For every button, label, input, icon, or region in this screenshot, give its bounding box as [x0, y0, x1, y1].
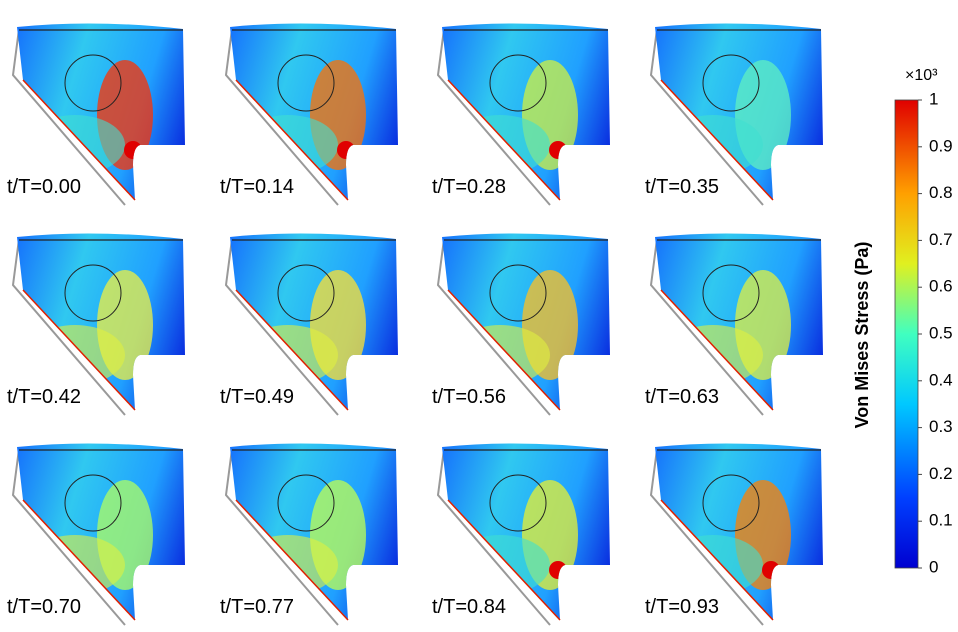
- colorbar-title: Von Mises Stress (Pa): [852, 242, 872, 429]
- panel-label: t/T=0.28: [432, 176, 506, 198]
- panel-label: t/T=0.42: [7, 386, 81, 408]
- field-peak: [124, 141, 142, 159]
- tick-label: 1: [929, 89, 938, 108]
- panel: t/T=0.70: [5, 435, 205, 632]
- field-peak: [549, 141, 567, 159]
- tick-label: 0.3: [929, 417, 953, 436]
- panel: t/T=0.49: [218, 225, 418, 425]
- field-peak: [549, 561, 567, 579]
- tick-label: 0.9: [929, 136, 953, 155]
- field-lower: [25, 535, 125, 595]
- tick-label: 0.7: [929, 230, 953, 249]
- panel: t/T=0.00: [5, 15, 205, 215]
- panel-label: t/T=0.56: [432, 386, 506, 408]
- panel-label: t/T=0.14: [220, 176, 294, 198]
- panel: t/T=0.56: [430, 225, 630, 425]
- panel: t/T=0.77: [218, 435, 418, 632]
- field-peak: [337, 141, 355, 159]
- field-lower: [238, 325, 338, 385]
- tick-label: 0.1: [929, 511, 953, 530]
- panel-label: t/T=0.77: [220, 596, 294, 618]
- tick-label: 0.2: [929, 464, 953, 483]
- tick-label: 0.4: [929, 370, 953, 389]
- tick-label: 0: [929, 557, 938, 576]
- panel: t/T=0.35: [643, 15, 843, 215]
- field-lower: [663, 535, 763, 595]
- tick-label: 0.6: [929, 277, 953, 296]
- field-lower: [663, 115, 763, 175]
- panel-label: t/T=0.49: [220, 386, 294, 408]
- field-peak: [762, 561, 780, 579]
- field-lower: [450, 115, 550, 175]
- field-lower: [450, 535, 550, 595]
- colorbar: [895, 100, 918, 568]
- field-lower: [450, 325, 550, 385]
- panel-label: t/T=0.84: [432, 596, 506, 618]
- panel: t/T=0.28: [430, 15, 630, 215]
- field-lower: [663, 325, 763, 385]
- panel: t/T=0.93: [643, 435, 843, 632]
- field-lower: [25, 115, 125, 175]
- panel: t/T=0.14: [218, 15, 418, 215]
- panel-label: t/T=0.70: [7, 596, 81, 618]
- field-lower: [25, 325, 125, 385]
- panel-label: t/T=0.63: [645, 386, 719, 408]
- tick-label: 0.5: [929, 323, 953, 342]
- field-lower: [238, 115, 338, 175]
- panel-label: t/T=0.93: [645, 596, 719, 618]
- figure: Von Mises Stress (Pa) ×10³ t/T=0.00 t/T=0…: [0, 0, 958, 632]
- field-lower: [238, 535, 338, 595]
- tick-label: 0.8: [929, 183, 953, 202]
- panel: t/T=0.84: [430, 435, 630, 632]
- panel-label: t/T=0.00: [7, 176, 81, 198]
- panel-label: t/T=0.35: [645, 176, 719, 198]
- colorbar-multiplier: ×10³: [905, 67, 938, 84]
- panel: t/T=0.63: [643, 225, 843, 425]
- panel: t/T=0.42: [5, 225, 205, 425]
